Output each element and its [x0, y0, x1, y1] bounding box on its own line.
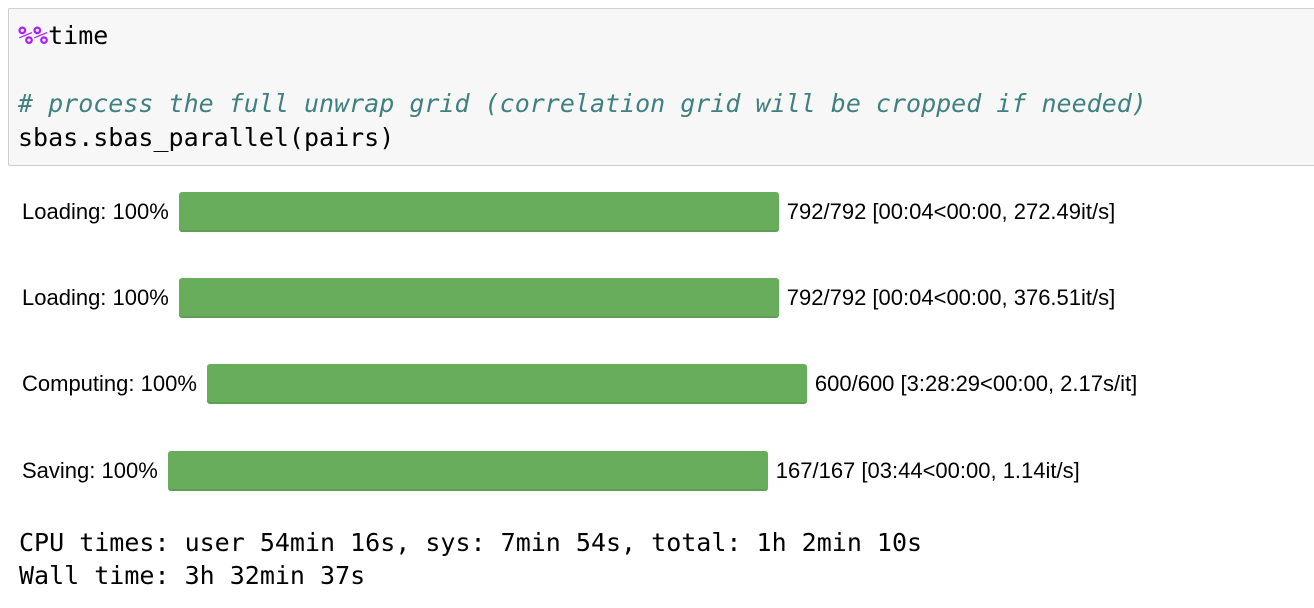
progress-label: Saving: 100%: [22, 458, 158, 483]
progress-label: Computing: 100%: [22, 371, 197, 396]
code-comment: # process the full unwrap grid (correlat…: [18, 89, 1147, 118]
progress-row: Saving: 100% 167/167 [03:44<00:00, 1.14i…: [22, 451, 1080, 491]
wall-time-output: Wall time: 3h 32min 37s: [19, 561, 366, 590]
code-line-call: sbas.sbas_parallel(pairs): [18, 123, 395, 152]
progress-label: Loading: 100%: [22, 285, 169, 310]
cpu-times-output: CPU times: user 54min 16s, sys: 7min 54s…: [19, 528, 923, 557]
progress-stats: 792/792 [00:04<00:00, 376.51it/s]: [786, 285, 1116, 310]
progress-row: Loading: 100% 792/792 [00:04<00:00, 376.…: [22, 278, 1115, 318]
progress-row: Loading: 100% 792/792 [00:04<00:00, 272.…: [22, 192, 1115, 232]
magic-command: time: [48, 21, 109, 50]
progress-row: Computing: 100% 600/600 [3:28:29<00:00, …: [22, 364, 1137, 404]
progress-stats: 600/600 [3:28:29<00:00, 2.17s/it]: [814, 371, 1138, 396]
code-cell-input[interactable]: %%time # process the full unwrap grid (c…: [8, 8, 1314, 166]
progress-bar: [178, 192, 779, 232]
progress-bar: [167, 451, 768, 491]
progress-bar: [178, 278, 779, 318]
progress-bar: [206, 364, 807, 404]
progress-stats: 792/792 [00:04<00:00, 272.49it/s]: [786, 199, 1116, 224]
progress-stats: 167/167 [03:44<00:00, 1.14it/s]: [775, 458, 1080, 483]
code-line-magic: %%time: [18, 21, 108, 50]
magic-prefix: %%: [18, 21, 49, 50]
progress-label: Loading: 100%: [22, 199, 169, 224]
